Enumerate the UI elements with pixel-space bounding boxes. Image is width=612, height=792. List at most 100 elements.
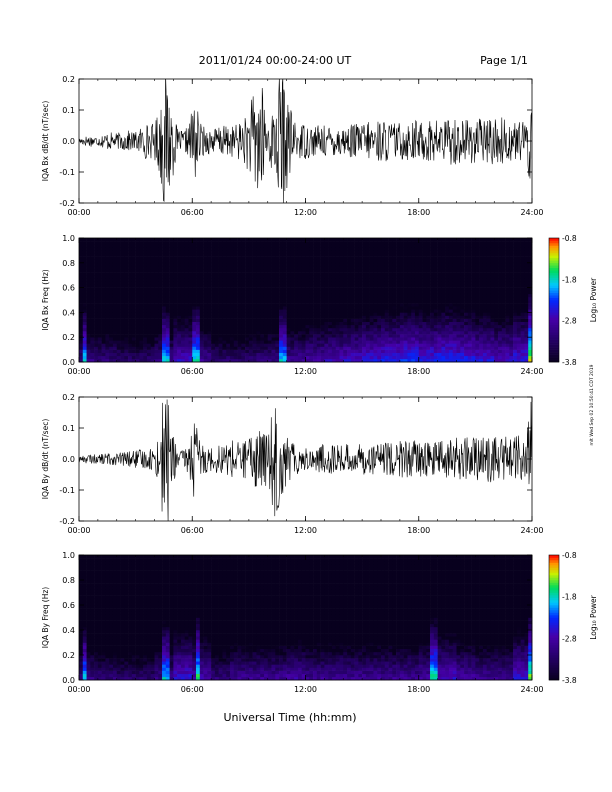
heat-cell [105,300,110,304]
heat-cell [169,315,174,319]
heat-cell [350,287,355,291]
heat-cell [498,334,503,338]
heat-cell [279,278,284,282]
heat-cell [165,303,170,307]
heat-cell [180,287,186,291]
heat-cell [343,278,348,282]
heat-cell [158,343,163,347]
heat-cell [373,284,378,288]
heat-cell [441,346,446,350]
heat-cell [101,355,106,360]
heat-cell [414,318,420,322]
heat-cell [158,241,163,245]
heat-cell [494,306,499,310]
heat-cell [331,247,336,251]
heat-cell [271,331,276,335]
heat-cell [180,303,186,307]
heat-cell [97,293,102,298]
heat-cell [524,315,529,319]
heat-cell [384,318,389,322]
heat-cell [501,272,506,276]
heat-cell [263,318,269,322]
heat-cell [173,358,178,363]
heat-cell [233,296,238,301]
heat-cell [97,318,102,322]
heat-cell [146,315,152,319]
heat-cell [467,324,472,329]
heat-cell [131,358,136,363]
heat-cell [399,318,404,322]
heat-cell [279,250,284,254]
heat-cell [347,331,352,335]
heat-cell [365,337,370,341]
heat-cell [331,241,336,245]
heat-cell [158,321,163,326]
heat-cell [150,306,155,310]
heat-cell [128,253,133,257]
heat-cell [199,269,204,273]
colorbar-band [549,349,559,353]
heat-cell [520,312,525,316]
heat-cell [275,340,280,344]
heat-cell [79,284,84,288]
heat-cell [414,250,420,254]
heat-cell [498,337,503,341]
heat-cell [418,318,423,322]
heat-cell [418,262,423,267]
heat-cell [305,324,310,329]
heat-cell [362,340,367,344]
heat-cell [448,318,454,322]
heat-cell [109,247,114,251]
heat-cell [267,315,272,319]
heat-cell [90,300,95,304]
heat-cell [347,293,352,298]
heat-cell [233,331,238,335]
heat-cell [90,253,95,257]
heat-cell [505,278,510,282]
heat-cell [105,241,110,245]
heat-cell [260,312,265,316]
heat-cell [271,290,276,295]
heat-cell [112,269,118,273]
heat-cell [188,278,193,282]
heat-cell [286,262,291,267]
heat-cell [158,337,163,341]
heat-cell [403,256,408,260]
heat-cell [139,265,144,270]
heat-cell [513,309,518,313]
heat-cell [135,318,140,322]
heat-cell [207,309,212,313]
heat-cell [162,284,167,288]
heat-cell [263,300,269,304]
heat-cell [158,281,163,285]
heat-cell [94,247,99,251]
heat-cell [109,287,114,291]
heat-cell [162,296,167,301]
heat-cell [467,349,472,353]
heat-cell [486,238,491,242]
heat-cell [241,337,246,341]
heat-cell [456,247,461,251]
heat-cell [279,355,284,360]
heat-cell [158,287,163,291]
heat-cell [358,355,363,360]
heat-cell [494,278,499,282]
heat-cell [275,290,280,295]
heat-cell [365,250,370,254]
heat-cell [79,253,84,257]
heat-cell [358,290,363,295]
heat-cell [328,337,333,341]
heat-cell [177,275,182,279]
heat-cell [214,331,219,335]
heat-cell [94,324,99,329]
heat-cell [399,315,404,319]
heat-cell [365,327,370,332]
heat-cell [501,256,506,260]
heat-cell [177,300,182,304]
heat-cell [279,247,284,251]
heat-cell [112,293,118,298]
heat-cell [467,265,472,270]
heat-cell [139,241,144,245]
heat-cell [452,262,457,267]
heat-cell [218,244,223,248]
